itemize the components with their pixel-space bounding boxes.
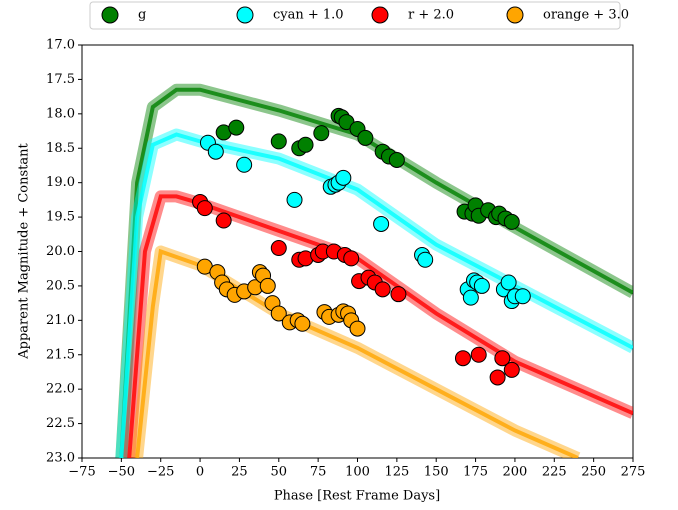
data-point [500,274,517,291]
data-point [473,277,490,294]
x-tick-label: 250 [581,465,606,480]
x-tick-label: 50 [271,465,288,480]
y-tick-label: 18.0 [46,106,75,121]
legend [89,1,621,30]
data-point [228,119,245,136]
y-axis-label: Apparent Magnitude + Constant [17,142,32,359]
y-tick-label: 17.0 [46,38,75,53]
data-point [270,305,287,322]
data-point [470,346,487,363]
data-point [503,213,520,230]
legend-marker [236,6,254,24]
x-tick-label: 0 [196,465,204,480]
y-tick-label: 20.5 [46,278,75,293]
data-point [196,200,213,217]
y-tick-label: 21.0 [46,313,75,328]
x-tick-label: −50 [108,465,135,480]
x-tick-label: 200 [503,465,528,480]
x-tick-label: 75 [310,465,327,480]
data-point [236,156,253,173]
data-point [390,286,407,303]
data-point [270,133,287,150]
data-point [313,125,330,142]
y-tick-label: 22.0 [46,382,75,397]
x-tick-label: 125 [384,465,409,480]
model-curve-core [119,132,633,458]
data-point [494,350,511,367]
model-curve [115,128,633,458]
legend-marker [506,6,524,24]
data-point [357,129,374,146]
data-points [192,107,531,386]
data-point [417,251,434,268]
data-point [462,289,479,306]
x-tick-label: −25 [147,465,174,480]
y-tick-label: 20.0 [46,244,75,259]
y-tick-label: 21.5 [46,347,75,362]
data-point [503,361,520,378]
data-point [294,315,311,332]
legend-label: r + 2.0 [408,8,454,23]
data-point [514,288,531,305]
legend-marker [101,6,119,24]
y-tick-label: 18.5 [46,141,75,156]
model-curves [115,83,633,458]
x-tick-label: 175 [463,465,488,480]
model-curve-core [127,194,633,458]
data-point [349,320,366,337]
x-axis-label: Phase [Rest Frame Days] [274,489,440,504]
y-tick-label: 17.5 [46,72,75,87]
x-tick-label: 225 [542,465,567,480]
data-point [343,250,360,267]
y-tick-label: 22.5 [46,416,75,431]
data-point [373,215,390,232]
y-tick-label: 19.5 [46,210,75,225]
legend-label: cyan + 1.0 [273,8,344,23]
x-tick-label: 100 [345,465,370,480]
data-point [270,240,287,257]
x-tick-label: 25 [231,465,248,480]
model-curve [123,190,633,458]
data-point [335,169,352,186]
data-point [215,212,232,229]
data-point [454,350,471,367]
data-point [489,369,506,386]
y-tick-label: 23.0 [46,451,75,466]
x-tick-label: −75 [68,465,95,480]
legend-label: orange + 3.0 [543,8,629,23]
data-point [259,277,276,294]
data-point [388,151,405,168]
legend-label: g [138,8,146,23]
data-point [374,281,391,298]
y-tick-label: 19.0 [46,175,75,190]
data-point [207,143,224,160]
data-point [286,191,303,208]
data-point [297,136,314,153]
x-tick-label: 275 [621,465,646,480]
x-tick-label: 150 [424,465,449,480]
legend-marker [371,6,389,24]
